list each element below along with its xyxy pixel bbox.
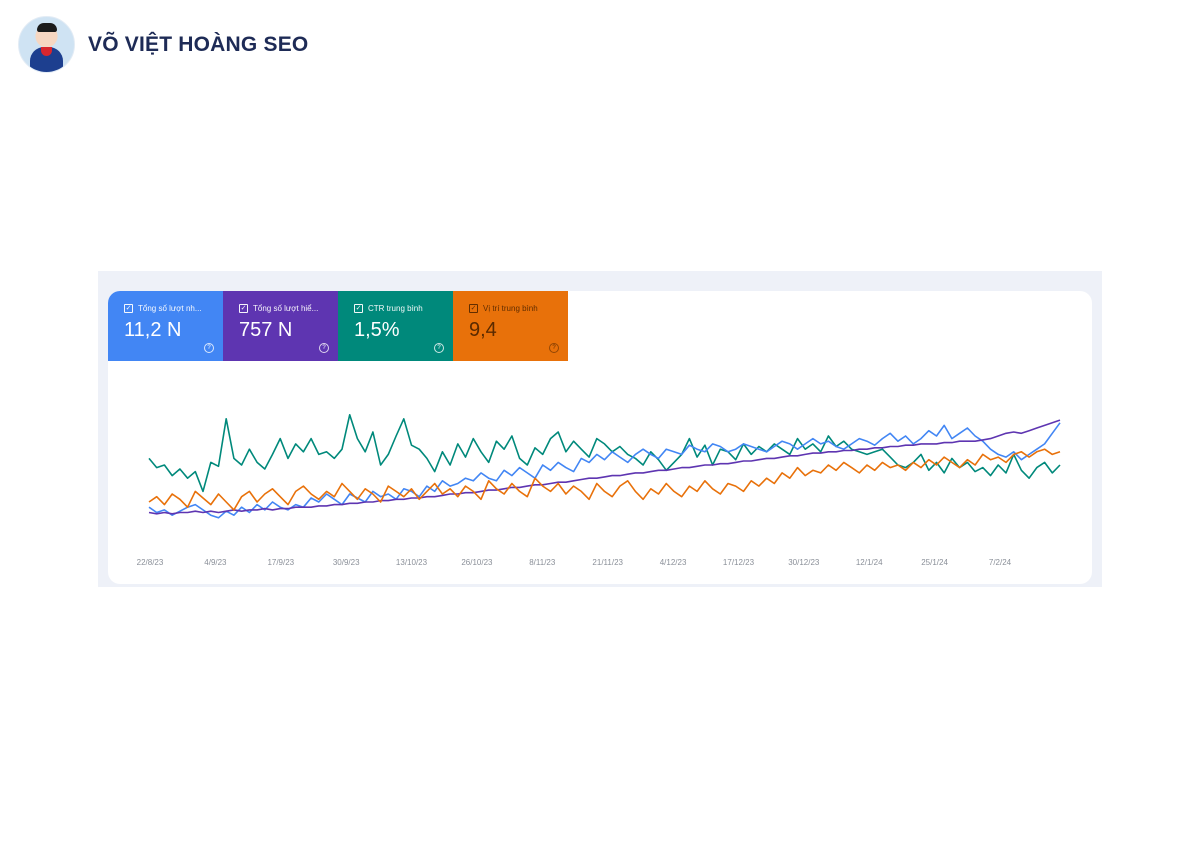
metric-value: 11,2 N: [124, 319, 182, 341]
help-icon[interactable]: ?: [549, 343, 559, 353]
series-line-0: [148, 414, 1061, 493]
x-tick-label: 22/8/23: [137, 558, 164, 567]
checkbox-icon[interactable]: ✓: [239, 304, 248, 313]
x-tick-label: 21/11/23: [592, 558, 623, 567]
x-tick-label: 30/9/23: [333, 558, 360, 567]
metric-value: 1,5%: [354, 319, 400, 341]
x-tick-label: 12/1/24: [856, 558, 883, 567]
metric-label: Tổng số lượt hiể...: [253, 304, 319, 313]
series-line-3: [148, 448, 1061, 511]
metric-label: Tổng số lượt nh...: [138, 304, 202, 313]
metric-cards: ✓ Tổng số lượt nh... 11,2 N ? ✓ Tổng số lư…: [108, 291, 568, 361]
checkbox-icon[interactable]: ✓: [354, 304, 363, 313]
checkbox-icon[interactable]: ✓: [469, 304, 478, 313]
x-tick-label: 17/9/23: [267, 558, 294, 567]
x-tick-label: 17/12/23: [723, 558, 755, 567]
performance-card: ✓ Tổng số lượt nh... 11,2 N ? ✓ Tổng số lư…: [108, 291, 1092, 584]
x-tick-label: 4/9/23: [204, 558, 227, 567]
metric-average-position[interactable]: ✓ Vị trí trung bình 9,4 ?: [453, 291, 568, 361]
x-tick-label: 25/1/24: [921, 558, 948, 567]
x-tick-label: 7/2/24: [989, 558, 1012, 567]
person-avatar-icon: [18, 16, 75, 73]
metric-average-ctr[interactable]: ✓ CTR trung bình 1,5% ?: [338, 291, 453, 361]
series-line-2: [148, 419, 1061, 515]
x-tick-label: 8/11/23: [529, 558, 556, 567]
brand-header: VÕ VIỆT HOÀNG SEO: [18, 16, 308, 73]
metric-label: Vị trí trung bình: [483, 304, 538, 313]
screenshot-frame: ✓ Tổng số lượt nh... 11,2 N ? ✓ Tổng số lư…: [98, 271, 1102, 587]
help-icon[interactable]: ?: [319, 343, 329, 353]
x-tick-label: 30/12/23: [788, 558, 820, 567]
performance-line-chart: 22/8/23 4/9/23 17/9/23 30/9/23 13/10/23 26/10…: [137, 414, 1061, 567]
metric-total-impressions[interactable]: ✓ Tổng số lượt hiể... 757 N ?: [223, 291, 338, 361]
x-tick-label: 26/10/23: [461, 558, 493, 567]
metric-value: 9,4: [469, 319, 497, 341]
help-icon[interactable]: ?: [434, 343, 444, 353]
metric-value: 757 N: [239, 319, 293, 341]
brand-name: VÕ VIỆT HOÀNG SEO: [88, 32, 309, 56]
metric-total-clicks[interactable]: ✓ Tổng số lượt nh... 11,2 N ?: [108, 291, 223, 361]
help-icon[interactable]: ?: [204, 343, 214, 353]
x-tick-label: 4/12/23: [660, 558, 687, 567]
checkbox-icon[interactable]: ✓: [124, 304, 133, 313]
x-tick-label: 13/10/23: [396, 558, 428, 567]
metric-label: CTR trung bình: [368, 304, 423, 313]
series-line-1: [148, 422, 1061, 519]
